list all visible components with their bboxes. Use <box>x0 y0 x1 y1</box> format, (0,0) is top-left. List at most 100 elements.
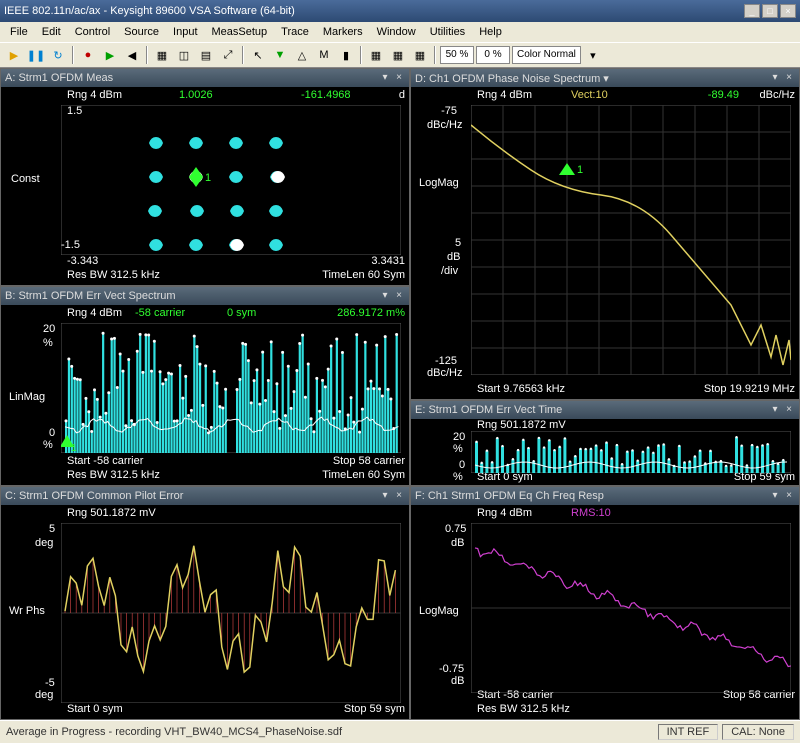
panel-d: D: Ch1 OFDM Phase Noise Spectrum ▾ × Rng… <box>410 68 800 400</box>
cursor-button[interactable]: ↖ <box>248 45 268 65</box>
panel-close-icon[interactable]: × <box>393 72 405 84</box>
ybot: -125 <box>435 355 457 367</box>
rng: Rng 4 dBm <box>477 507 532 519</box>
ylbl: LogMag <box>419 177 459 189</box>
panel-close-icon[interactable]: × <box>783 72 795 84</box>
toolbar-sep <box>72 46 74 64</box>
panel-e-plot[interactable]: Rng 501.1872 mV 20 % 0 % Start 0 sym Sto… <box>411 419 799 485</box>
pct2-field[interactable]: 0 % <box>476 46 510 64</box>
ybu: % <box>43 439 53 451</box>
panel-menu-icon[interactable]: ▾ <box>379 490 391 502</box>
menu-edit[interactable]: Edit <box>36 24 67 40</box>
b1: Start -58 carrier <box>67 455 143 467</box>
menu-markers[interactable]: Markers <box>317 24 369 40</box>
ymid1u: dB <box>447 251 460 263</box>
b2: TimeLen 60 Sym <box>322 269 405 281</box>
panel-close-icon[interactable]: × <box>783 404 795 416</box>
panel-f-plot[interactable]: Rng 4 dBm RMS:10 0.75 dB LogMag -0.75 dB… <box>411 505 799 719</box>
menu-trace[interactable]: Trace <box>275 24 315 40</box>
panel-f-header[interactable]: F: Ch1 Strm1 OFDM Eq Ch Freq Resp ▾ × <box>411 487 799 505</box>
grid2-button[interactable]: ▦ <box>388 45 408 65</box>
v1: -58 carrier <box>135 307 185 319</box>
marker-label: 1 <box>577 164 583 176</box>
marker-down-button[interactable]: ▼ <box>270 45 290 65</box>
panel-e: E: Strm1 OFDM Err Vect Time ▾ × Rng 501.… <box>410 400 800 486</box>
panel-menu-icon[interactable]: ▾ <box>769 490 781 502</box>
xhi: 3.3431 <box>371 255 405 267</box>
b2: Stop 19.9219 MHz <box>704 383 795 395</box>
ymid1: 5 <box>455 237 461 249</box>
v2: 0 sym <box>227 307 256 319</box>
panel-close-icon[interactable]: × <box>393 490 405 502</box>
minimize-button[interactable]: _ <box>744 4 760 18</box>
close-button[interactable]: × <box>780 4 796 18</box>
ybot: 0 <box>459 459 465 471</box>
menu-utilities[interactable]: Utilities <box>424 24 471 40</box>
panel-d-header[interactable]: D: Ch1 OFDM Phase Noise Spectrum ▾ × <box>411 69 799 87</box>
workspace: A: Strm1 OFDM Meas ▾ × Rng 4 dBm 1.0026 … <box>0 68 800 720</box>
title-bar: IEEE 802.11n/ac/ax - Keysight 89600 VSA … <box>0 0 800 22</box>
unit: dBc/Hz <box>760 89 795 101</box>
panel-b-plot[interactable]: Rng 4 dBm -58 carrier 0 sym 286.9172 m% … <box>1 305 409 485</box>
ybot: -0.75 <box>439 663 464 675</box>
yu: % <box>453 443 463 455</box>
marker-up-button[interactable]: △ <box>292 45 312 65</box>
ybu: % <box>453 471 463 483</box>
b1: Start 9.76563 kHz <box>477 383 565 395</box>
autoscale-button[interactable]: ⤢ <box>218 45 238 65</box>
pct1-field[interactable]: 50 % <box>440 46 474 64</box>
pause-button[interactable]: ❚❚ <box>26 45 46 65</box>
panel-close-icon[interactable]: × <box>783 490 795 502</box>
panel-menu-icon[interactable]: ▾ <box>379 72 391 84</box>
constellation-plot: 1 <box>61 105 401 255</box>
panel-c-header[interactable]: C: Strm1 OFDM Common Pilot Error ▾ × <box>1 487 409 505</box>
ytop: 20 <box>453 431 465 443</box>
rms: RMS:10 <box>571 507 611 519</box>
ybu: dB <box>451 675 464 687</box>
menu-help[interactable]: Help <box>473 24 508 40</box>
panel-b-header[interactable]: B: Strm1 OFDM Err Vect Spectrum ▾ × <box>1 287 409 305</box>
status-cal: CAL: None <box>722 724 794 740</box>
rng: Rng 501.1872 mV <box>67 507 156 519</box>
layout1-button[interactable]: ▦ <box>152 45 172 65</box>
dropdown-icon[interactable]: ▾ <box>583 45 603 65</box>
panel-f-title: F: Ch1 Strm1 OFDM Eq Ch Freq Resp <box>415 490 767 502</box>
panel-b: B: Strm1 OFDM Err Vect Spectrum ▾ × Rng … <box>0 286 410 486</box>
restart-button[interactable]: ↻ <box>48 45 68 65</box>
menu-source[interactable]: Source <box>118 24 165 40</box>
panel-a-plot[interactable]: Rng 4 dBm 1.0026 -161.4968 d 1.5 Const -… <box>1 87 409 285</box>
menu-control[interactable]: Control <box>69 24 116 40</box>
record-button[interactable]: ● <box>78 45 98 65</box>
menu-window[interactable]: Window <box>371 24 422 40</box>
b1: Res BW 312.5 kHz <box>67 269 160 281</box>
menu-file[interactable]: File <box>4 24 34 40</box>
marker-bar-button[interactable]: ▮ <box>336 45 356 65</box>
grid1-button[interactable]: ▦ <box>366 45 386 65</box>
grid3-button[interactable]: ▦ <box>410 45 430 65</box>
panel-c-plot[interactable]: Rng 501.1872 mV 5 deg Wr Phs -5 deg Star… <box>1 505 409 719</box>
marker-m-button[interactable]: M <box>314 45 334 65</box>
window-title: IEEE 802.11n/ac/ax - Keysight 89600 VSA … <box>4 5 744 17</box>
panel-d-plot[interactable]: Rng 4 dBm Vect:10 -89.49 dBc/Hz -75 dBc/… <box>411 87 799 399</box>
window-buttons: _ □ × <box>744 4 796 18</box>
b3: Res BW 312.5 kHz <box>67 469 160 481</box>
panel-menu-icon[interactable]: ▾ <box>379 290 391 302</box>
menu-input[interactable]: Input <box>167 24 203 40</box>
panel-c-title: C: Strm1 OFDM Common Pilot Error <box>5 490 377 502</box>
layout2-button[interactable]: ◫ <box>174 45 194 65</box>
pb-rev-button[interactable]: ◀ <box>122 45 142 65</box>
layout3-button[interactable]: ▤ <box>196 45 216 65</box>
pilot-error <box>61 523 401 703</box>
maximize-button[interactable]: □ <box>762 4 778 18</box>
panel-menu-icon[interactable]: ▾ <box>769 404 781 416</box>
play-button[interactable]: ▶ <box>4 45 24 65</box>
pb-play-button[interactable]: ▶ <box>100 45 120 65</box>
panel-a-header[interactable]: A: Strm1 OFDM Meas ▾ × <box>1 69 409 87</box>
color-mode-select[interactable]: Color Normal <box>512 46 581 64</box>
menu-meassetup[interactable]: MeasSetup <box>206 24 274 40</box>
panel-menu-icon[interactable]: ▾ <box>769 72 781 84</box>
panel-e-header[interactable]: E: Strm1 OFDM Err Vect Time ▾ × <box>411 401 799 419</box>
panel-close-icon[interactable]: × <box>393 290 405 302</box>
toolbar-sep <box>434 46 436 64</box>
ylbl: LogMag <box>419 605 459 617</box>
